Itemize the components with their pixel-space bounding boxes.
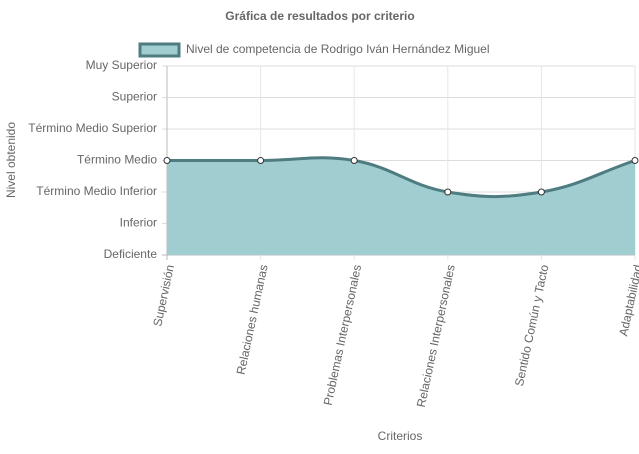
x-tick-label: Adaptabilidad: [616, 263, 639, 337]
point: [631, 157, 639, 164]
point: [257, 157, 265, 164]
legend-swatch: [138, 42, 181, 58]
y-tick-label: Deficiente: [104, 247, 158, 261]
x-tick-label: Relaciones humanas: [234, 263, 271, 376]
y-tick-label: Muy Superior: [86, 58, 157, 72]
y-tick-label: Término Medio Superior: [28, 121, 157, 135]
y-tick-label: Término Medio Inferior: [36, 184, 157, 198]
y-tick-label: Término Medio: [77, 153, 157, 167]
point: [537, 188, 545, 196]
x-axis-title: Criterios: [378, 429, 423, 443]
point: [350, 157, 358, 164]
y-tick-label: Superior: [112, 90, 157, 104]
y-tick-label: Inferior: [120, 216, 157, 230]
x-tick-label: Relaciones Interpersonales: [414, 263, 458, 408]
x-tick-label: Problemas Interpersonales: [321, 263, 365, 406]
legend-label: Nivel de competencia de Rodrigo Iván Her…: [186, 42, 490, 56]
x-tick-label: Sentido Común y Tacto: [512, 263, 552, 387]
line: [167, 156, 636, 199]
point: [163, 157, 171, 164]
area: [167, 157, 635, 255]
y-axis-title: Nivel obtenido: [4, 122, 18, 198]
chart-title: Gráfica de resultados por criterio: [225, 9, 414, 23]
point: [444, 188, 452, 196]
x-tick-label: Supervisión: [150, 263, 177, 327]
